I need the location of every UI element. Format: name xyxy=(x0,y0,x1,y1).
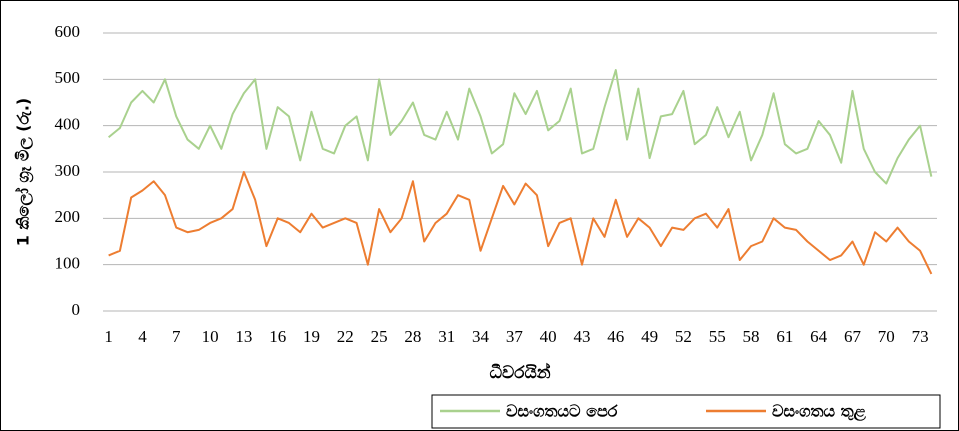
x-tick-label: 7 xyxy=(172,327,181,346)
x-tick-label: 31 xyxy=(438,327,455,346)
y-axis-label: 1 කිලෝ ග්‍රෑ මිල (රු.) xyxy=(14,98,35,246)
x-tick-label: 37 xyxy=(506,327,524,346)
y-tick-label: 200 xyxy=(55,207,81,226)
x-tick-label: 73 xyxy=(912,327,929,346)
x-tick-label: 1 xyxy=(104,327,113,346)
x-axis-label: ධීවරයින් xyxy=(489,362,550,383)
x-tick-label: 34 xyxy=(472,327,490,346)
x-tick-label: 43 xyxy=(573,327,590,346)
x-tick-label: 19 xyxy=(303,327,320,346)
x-tick-label: 13 xyxy=(235,327,252,346)
x-tick-label: 40 xyxy=(540,327,557,346)
x-tick-label: 70 xyxy=(878,327,895,346)
y-tick-label: 100 xyxy=(55,254,81,273)
series-line xyxy=(108,171,933,275)
y-tick-label: 0 xyxy=(72,300,81,319)
legend xyxy=(431,394,941,429)
series-line xyxy=(108,69,933,185)
x-tick-label: 16 xyxy=(269,327,286,346)
x-tick-label: 55 xyxy=(709,327,726,346)
x-tick-label: 64 xyxy=(810,327,828,346)
y-tick-label: 400 xyxy=(55,115,81,134)
y-tick-label: 500 xyxy=(55,68,81,87)
x-tick-label: 67 xyxy=(844,327,862,346)
x-tick-label: 28 xyxy=(404,327,421,346)
legend-label: වසංගතයට පෙර xyxy=(506,402,618,421)
y-tick-label: 600 xyxy=(55,22,81,41)
x-tick-label: 58 xyxy=(743,327,760,346)
x-tick-label: 4 xyxy=(138,327,147,346)
x-tick-label: 10 xyxy=(202,327,219,346)
x-tick-label: 61 xyxy=(776,327,793,346)
y-tick-label: 300 xyxy=(55,161,81,180)
x-tick-label: 22 xyxy=(337,327,354,346)
x-tick-label: 49 xyxy=(641,327,658,346)
x-tick-label: 25 xyxy=(371,327,388,346)
legend-label: වසංගතය තුළ xyxy=(772,402,867,423)
x-tick-label: 46 xyxy=(607,327,624,346)
x-tick-label: 52 xyxy=(675,327,692,346)
